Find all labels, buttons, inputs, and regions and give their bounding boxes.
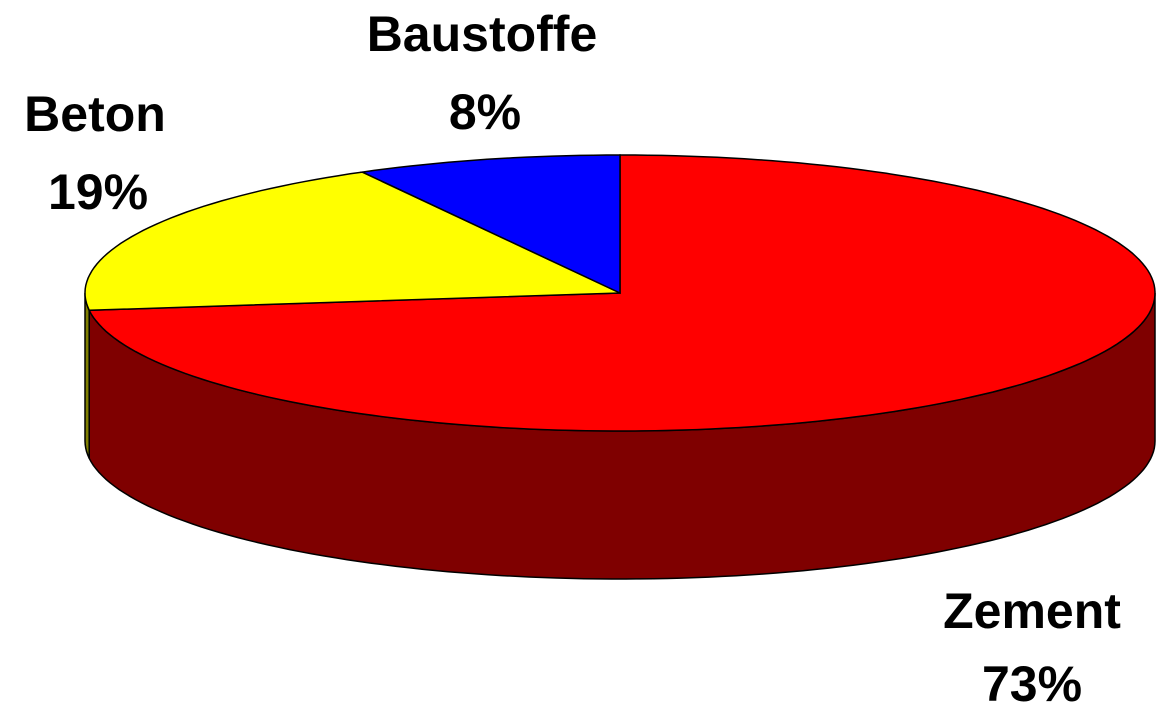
slice-label: Beton	[24, 86, 166, 142]
slice-value-label: 19%	[48, 164, 148, 220]
slice-label: Baustoffe	[367, 6, 598, 62]
pie	[84, 154, 1156, 580]
slice-label: Zement	[943, 583, 1121, 639]
slice-value-label: 73%	[982, 656, 1082, 711]
slice	[359, 154, 621, 295]
slice-value-label: 8%	[449, 84, 521, 140]
slice	[87, 154, 1156, 432]
slice-side	[84, 292, 90, 459]
slice	[84, 171, 621, 312]
